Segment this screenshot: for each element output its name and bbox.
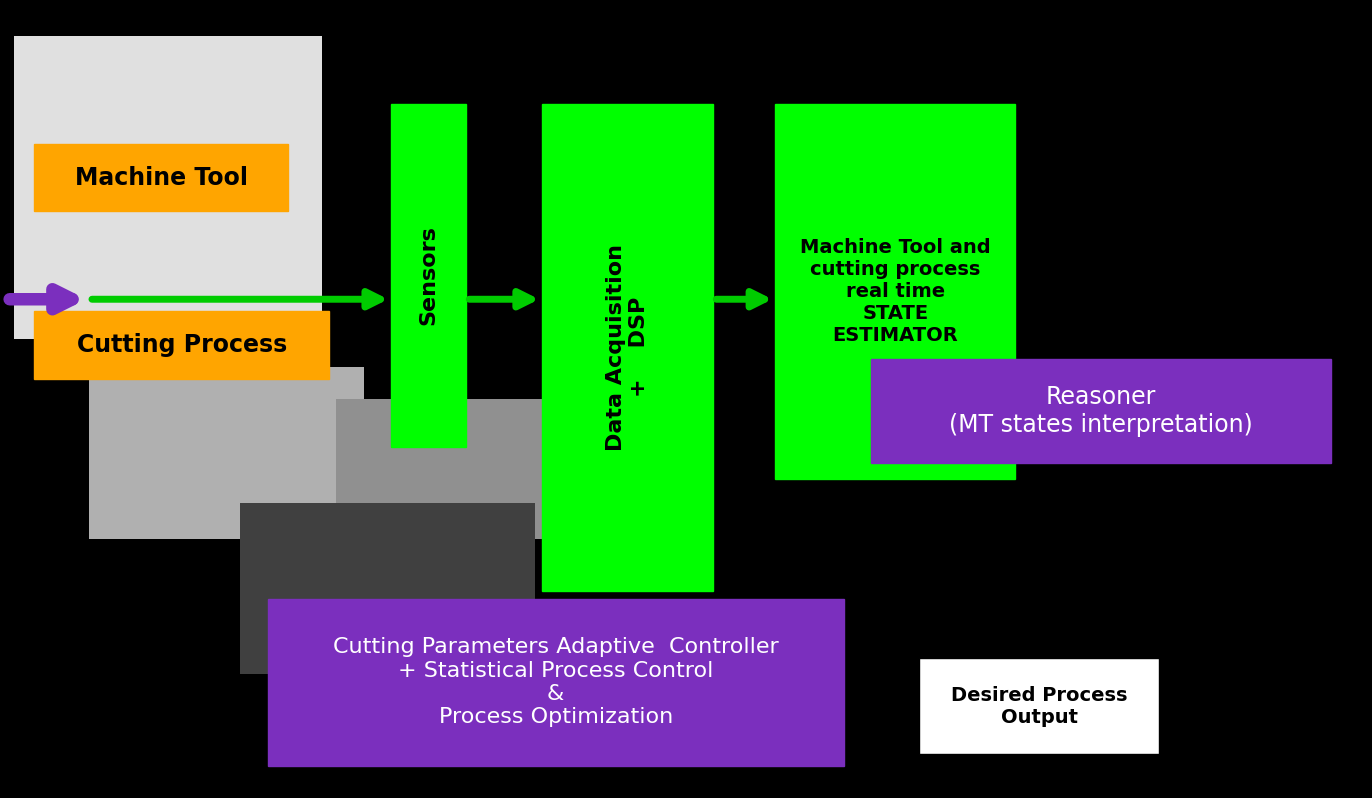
FancyBboxPatch shape	[34, 144, 288, 211]
Text: Reasoner
(MT states interpretation): Reasoner (MT states interpretation)	[949, 385, 1253, 437]
FancyBboxPatch shape	[14, 36, 322, 339]
Text: Machine Tool: Machine Tool	[74, 165, 248, 190]
Text: Sensors: Sensors	[418, 225, 439, 326]
FancyBboxPatch shape	[240, 503, 535, 674]
FancyBboxPatch shape	[391, 104, 466, 447]
FancyBboxPatch shape	[89, 367, 364, 539]
FancyBboxPatch shape	[336, 399, 563, 539]
FancyBboxPatch shape	[919, 658, 1159, 754]
Text: Machine Tool and
cutting process
real time
STATE
ESTIMATOR: Machine Tool and cutting process real ti…	[800, 238, 991, 345]
Text: Desired Process
Output: Desired Process Output	[951, 685, 1128, 727]
FancyBboxPatch shape	[597, 403, 693, 539]
FancyBboxPatch shape	[871, 359, 1331, 463]
Text: Cutting Process: Cutting Process	[77, 333, 287, 358]
FancyBboxPatch shape	[34, 311, 329, 379]
FancyBboxPatch shape	[542, 104, 713, 591]
Text: Cutting Parameters Adaptive  Controller
+ Statistical Process Control
&
Process : Cutting Parameters Adaptive Controller +…	[333, 638, 778, 727]
FancyBboxPatch shape	[775, 104, 1015, 479]
Text: Data Acquisition
+    DSP: Data Acquisition + DSP	[606, 243, 649, 451]
FancyBboxPatch shape	[268, 598, 844, 766]
